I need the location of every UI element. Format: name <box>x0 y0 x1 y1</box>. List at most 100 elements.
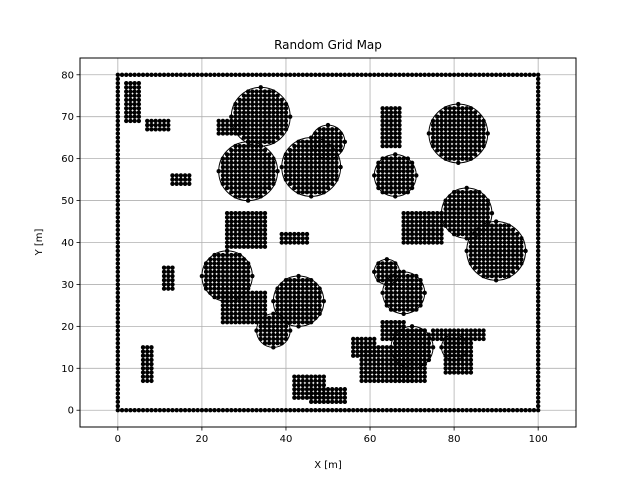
obstacle-point <box>287 294 293 300</box>
obstacle-point <box>266 319 272 325</box>
obstacle-point <box>367 340 373 346</box>
obstacle-point <box>477 257 482 262</box>
obstacle-point <box>308 156 314 161</box>
obstacle-point <box>388 122 394 128</box>
obstacle-point <box>401 374 406 379</box>
obstacle-point <box>401 353 406 358</box>
obstacle-point <box>313 399 318 405</box>
obstacle-point <box>254 210 259 216</box>
obstacle-point <box>384 273 390 279</box>
obstacle-point <box>182 177 188 182</box>
obstacle-point <box>502 252 507 258</box>
obstacle-point <box>414 303 419 308</box>
obstacle-point <box>477 139 482 145</box>
obstacle-point <box>498 252 503 258</box>
obstacle-point <box>451 227 457 233</box>
obstacle-point <box>384 357 390 363</box>
obstacle-point <box>380 114 385 119</box>
obstacle-point <box>405 336 411 342</box>
obstacle-point <box>325 139 331 145</box>
y-tick-label: 60 <box>61 154 74 165</box>
boundary-point <box>535 403 541 409</box>
boundary-point <box>115 378 121 384</box>
obstacle-point <box>229 252 234 258</box>
obstacle-point <box>237 118 242 124</box>
obstacle-point <box>472 206 478 212</box>
obstacle-point <box>468 244 474 249</box>
obstacle-point <box>384 374 390 379</box>
obstacle-point <box>477 148 482 153</box>
obstacle-point <box>519 248 524 254</box>
obstacle-point <box>321 152 326 157</box>
obstacle-point <box>296 378 301 384</box>
boundary-point <box>275 408 280 413</box>
obstacle-point <box>296 299 301 304</box>
obstacle-point <box>224 231 230 237</box>
obstacle-point <box>489 248 495 254</box>
obstacle-point <box>258 210 263 216</box>
obstacle-point <box>124 89 129 94</box>
boundary-point <box>535 307 541 312</box>
boundary-point <box>161 72 167 77</box>
obstacle-point <box>229 127 234 132</box>
obstacle-point <box>485 269 490 275</box>
obstacle-point <box>342 391 348 396</box>
obstacle-point <box>229 278 234 283</box>
obstacle-point <box>313 286 318 291</box>
obstacle-point <box>317 139 322 145</box>
boundary-point <box>397 408 402 413</box>
obstacle-point <box>271 324 276 329</box>
obstacle-point <box>132 80 137 86</box>
obstacle-point <box>468 257 474 262</box>
obstacle-point <box>447 139 453 145</box>
boundary-point <box>477 408 482 413</box>
obstacle-point <box>287 278 293 283</box>
obstacle-point <box>384 169 390 174</box>
obstacle-point <box>384 366 390 371</box>
obstacle-point <box>439 118 444 124</box>
boundary-point <box>384 408 390 413</box>
obstacle-point <box>220 265 226 270</box>
obstacle-point <box>136 89 142 94</box>
boundary-point <box>212 408 217 413</box>
obstacle-point <box>241 122 247 128</box>
boundary-point <box>115 127 121 132</box>
obstacle-points <box>115 72 541 413</box>
obstacle-point <box>363 361 369 367</box>
obstacle-point <box>237 278 242 283</box>
obstacle-point <box>472 248 478 254</box>
boundary-point <box>132 408 137 413</box>
obstacle-point <box>460 345 465 350</box>
boundary-point <box>535 240 541 245</box>
obstacle-point <box>149 361 154 367</box>
obstacle-point <box>468 118 474 124</box>
obstacle-point <box>401 236 406 241</box>
obstacle-point <box>296 282 301 287</box>
obstacle-point <box>271 177 276 182</box>
obstacle-point <box>271 122 276 128</box>
obstacle-point <box>241 303 247 308</box>
obstacle-point <box>330 395 335 400</box>
boundary-point <box>187 72 192 77</box>
obstacle-point <box>456 152 461 157</box>
obstacle-point <box>304 282 310 287</box>
obstacle-point <box>132 118 137 124</box>
boundary-point <box>237 72 242 77</box>
obstacle-point <box>401 282 406 287</box>
obstacle-point <box>363 340 369 346</box>
obstacle-point <box>384 164 390 170</box>
obstacle-point <box>317 374 322 379</box>
obstacle-point <box>262 299 268 304</box>
boundary-point <box>535 366 541 371</box>
obstacle-point <box>481 206 486 212</box>
obstacle-point <box>292 231 297 237</box>
obstacle-point <box>363 349 369 354</box>
boundary-point <box>489 72 495 77</box>
boundary-point <box>191 408 196 413</box>
obstacle-point <box>498 223 503 228</box>
boundary-point <box>224 408 230 413</box>
obstacle-point <box>426 349 432 354</box>
obstacle-point <box>224 236 230 241</box>
obstacle-point <box>401 299 406 304</box>
obstacle-point <box>229 257 234 262</box>
